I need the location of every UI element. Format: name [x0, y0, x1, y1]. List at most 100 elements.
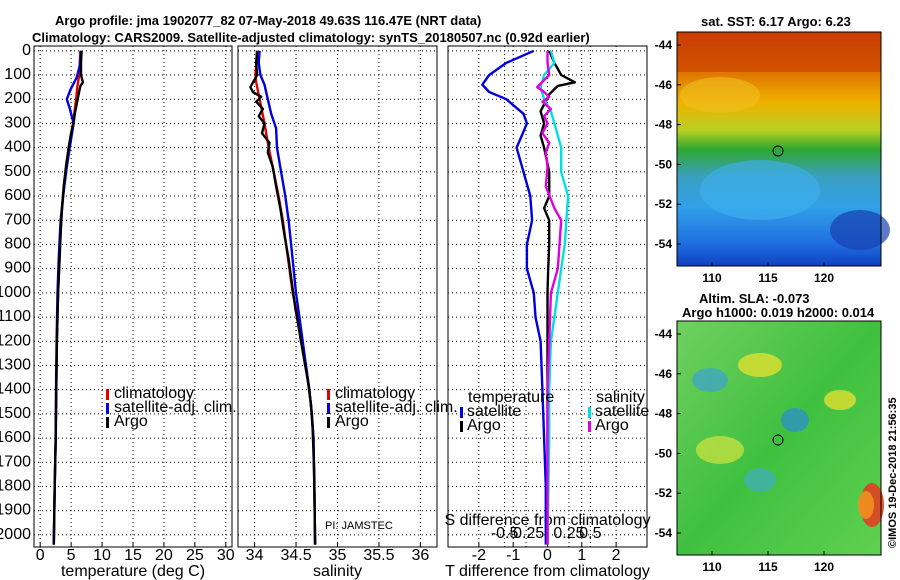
lat-tick-label: -48 [655, 118, 673, 132]
legend-label: Argo [114, 413, 148, 430]
depth-tick-label: 1800 [0, 477, 31, 494]
depth-tick-label: 1200 [0, 332, 31, 349]
sst-map-title: sat. SST: 6.17 Argo: 6.23 [701, 14, 851, 29]
s-tick-label: 0.25 [553, 525, 584, 542]
legend-title-salinity: salinity [596, 389, 645, 406]
lat-tick-label: -44 [655, 327, 673, 341]
lon-tick-label: 115 [758, 271, 778, 285]
lat-tick-label: -52 [655, 197, 673, 211]
depth-tick-label: 1300 [0, 356, 31, 373]
s-tick-label: 0.5 [579, 525, 601, 542]
lon-tick-label: 110 [702, 271, 722, 285]
s-tick-label: -0.5 [491, 525, 519, 542]
legend-label: climatology [114, 385, 194, 402]
x-tick-label: 35 [329, 547, 347, 564]
legend-label: satellite-adj. clim. [335, 399, 458, 416]
x-axis-label: salinity [313, 563, 362, 580]
header-line-2: Climatology: CARS2009. Satellite-adjuste… [32, 30, 590, 45]
depth-tick-label: 600 [4, 187, 31, 204]
lon-tick-label: 110 [702, 560, 722, 574]
depth-tick-label: 1100 [0, 308, 31, 325]
depth-tick-label: 1000 [0, 284, 31, 301]
sla-argo-heights: Argo h1000: 0.019 h2000: 0.014 [682, 305, 875, 320]
x-axis-label: T difference from climatology [445, 563, 650, 580]
lat-tick-label: -52 [655, 486, 673, 500]
series-line-s-argo [536, 50, 563, 545]
lon-tick-label: 115 [758, 560, 778, 574]
depth-tick-label: 900 [4, 260, 31, 277]
x-tick-label: 20 [155, 547, 173, 564]
legend-swatch [106, 403, 109, 414]
pi-annotation: PI: JAMSTEC [325, 520, 393, 532]
difference-profile: -2 -1 0 1 2-0.5-0.25 0.250.5S difference from… [444, 45, 651, 580]
depth-tick-label: 200 [4, 90, 31, 107]
x-tick-label: 25 [186, 547, 204, 564]
lat-tick-label: -50 [655, 157, 673, 171]
legend-swatch [327, 389, 330, 400]
salinity-profile: 34 34.5 35 35.5 36 salinity PI: JAMSTEC climato… [237, 45, 458, 580]
legend-label: satellite-adj. clim. [114, 399, 237, 416]
x-tick-label: 34.5 [280, 547, 311, 564]
series-line-argo [249, 50, 317, 545]
temperature-profile: 0100200300400500600700800900100011001200… [0, 42, 237, 580]
lat-tick-label: -46 [655, 367, 673, 381]
lon-tick-label: 120 [814, 271, 834, 285]
series-line-t-satellite [481, 49, 547, 545]
x-tick-label: 0 [36, 547, 45, 564]
x-tick-label: 35.5 [363, 547, 394, 564]
sla-map-axes: -44 -46 -48 -50 -52 -54 110 115 120 [655, 327, 835, 574]
depth-tick-label: 100 [4, 66, 31, 83]
sla-map-title: Altim. SLA: -0.073 [699, 291, 810, 306]
x-tick-label: 15 [124, 547, 142, 564]
x-tick-label: -2 [472, 547, 486, 564]
depth-tick-label: 1500 [0, 405, 31, 422]
legend-swatch [460, 407, 463, 418]
header-line-1: Argo profile: jma 1902077_82 07-May-2018… [55, 13, 482, 28]
depth-tick-label: 500 [4, 163, 31, 180]
lat-tick-label: -48 [655, 407, 673, 421]
x-axis-label: temperature (deg C) [61, 563, 205, 580]
sst-map-axes: -44 -46 -48 -50 -52 -54 110 115 120 [655, 38, 835, 285]
s-tick-label: -0.25 [508, 525, 545, 542]
depth-tick-label: 1900 [0, 502, 31, 519]
series-line-t-argo [539, 50, 577, 545]
legend-label: satellite [595, 403, 649, 420]
lat-tick-label: -46 [655, 78, 673, 92]
legend-label: Argo [467, 417, 501, 434]
lon-tick-label: 120 [814, 560, 834, 574]
x-tick-label: 1 [577, 547, 586, 564]
x-tick-label: -1 [506, 547, 520, 564]
legend-label: climatology [335, 385, 415, 402]
legend-swatch [588, 407, 591, 418]
lat-tick-label: -44 [655, 38, 673, 52]
x-tick-label: 2 [612, 547, 621, 564]
x-tick-label: 34 [246, 547, 264, 564]
legend-swatch [106, 389, 109, 400]
legend-label: Argo [335, 413, 369, 430]
lat-tick-label: -54 [655, 237, 673, 251]
depth-tick-label: 400 [4, 139, 31, 156]
lat-tick-label: -50 [655, 446, 673, 460]
legend-title-temperature: temperature [468, 389, 554, 406]
depth-tick-label: 1400 [0, 381, 31, 398]
legend-swatch [106, 417, 109, 428]
x-tick-label: 10 [93, 547, 111, 564]
legend-swatch [327, 417, 330, 428]
sst-map [676, 31, 890, 267]
series-line-argo [52, 50, 85, 545]
x-tick-label: 36 [412, 547, 430, 564]
depth-tick-label: 700 [4, 211, 31, 228]
depth-tick-label: 1600 [0, 429, 31, 446]
legend-swatch [327, 403, 330, 414]
x-tick-label: 5 [67, 547, 76, 564]
depth-tick-label: 300 [4, 114, 31, 131]
sla-map [676, 320, 884, 556]
legend-swatch [460, 421, 463, 432]
x-tick-label: 30 [217, 547, 235, 564]
legend-label: satellite [467, 403, 521, 420]
legend-swatch [588, 421, 591, 432]
x-tick-label: 0 [543, 547, 552, 564]
lat-tick-label: -54 [655, 526, 673, 540]
